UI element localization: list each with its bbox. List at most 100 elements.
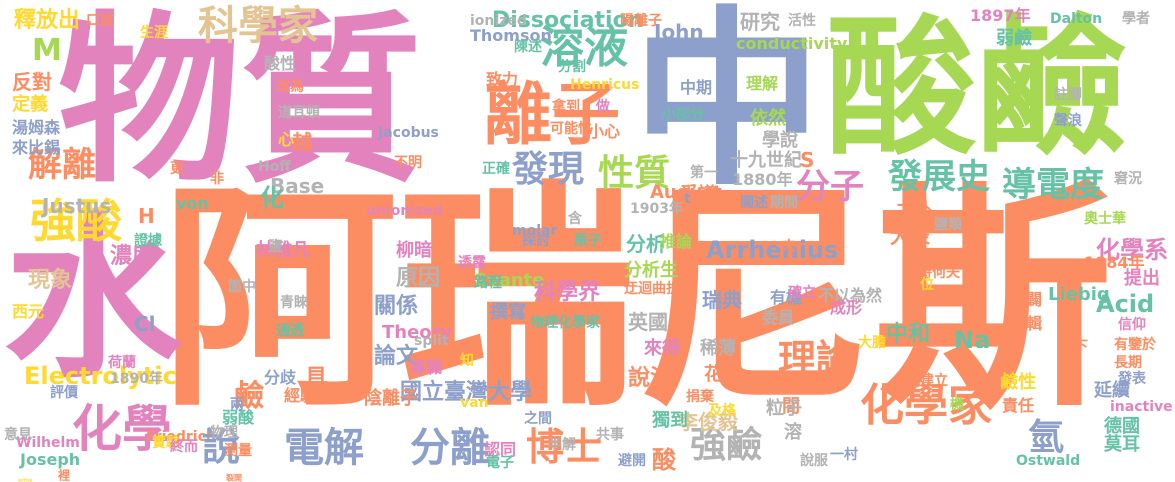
word-非: 非 — [210, 171, 224, 187]
word-有鑒於: 有鑒於 — [1114, 337, 1156, 353]
word-未: 未 — [782, 239, 796, 255]
word-德國: 德國 — [1104, 416, 1140, 437]
word-裂開: 裂開 — [226, 473, 243, 482]
word-稀薄: 稀薄 — [700, 338, 736, 359]
word-1880年: 1880年 — [732, 170, 793, 189]
word-svante: Svante — [474, 270, 545, 291]
word-獨到: 獨到 — [652, 410, 688, 431]
word-大膽: 大膽 — [858, 335, 886, 351]
word-弱酸: 弱酸 — [222, 408, 255, 427]
word-分割: 分割 — [558, 59, 586, 75]
word-註腳: 註腳 — [1054, 87, 1082, 103]
word-正確: 正確 — [482, 161, 510, 177]
word-定義: 定義 — [12, 94, 48, 115]
word-迂迴曲折: 迂迴曲折 — [624, 281, 680, 297]
word-解離: 解離 — [28, 145, 96, 185]
word-終而: 終而 — [170, 439, 198, 455]
word-說: 說 — [202, 425, 241, 469]
word-具: 具 — [304, 364, 328, 392]
word-提出: 提出 — [1124, 268, 1160, 289]
word-friedrich: Friedrich — [146, 429, 216, 445]
word-路程: 路程 — [474, 275, 502, 291]
word-西元: 西元 — [12, 302, 45, 321]
word-學者: 學者 — [1122, 11, 1150, 27]
word-含: 含 — [568, 211, 582, 227]
word-林雅凡: 林雅凡 — [256, 240, 310, 261]
word-conductivity: conductivity — [736, 34, 848, 53]
word-酸性: 酸性 — [264, 54, 297, 73]
word-justus: Justus — [42, 194, 112, 218]
word-更: 更 — [170, 161, 184, 177]
word-專職: 專職 — [410, 358, 443, 377]
word-及格: 及格 — [708, 403, 736, 419]
word-奧士華: 奧士華 — [1084, 211, 1126, 227]
word-位: 位 — [920, 277, 934, 293]
word-依然: 依然 — [750, 108, 786, 129]
word-化: 化 — [260, 184, 284, 212]
word-窘況: 窘況 — [1114, 171, 1142, 187]
word-李俊毅: 李俊毅 — [678, 410, 738, 434]
word-莫耳: 莫耳 — [1104, 434, 1140, 455]
word-瑞典: 瑞典 — [702, 288, 742, 312]
word-來得: 來得 — [644, 338, 680, 359]
word-化學系: 化學系 — [1096, 236, 1168, 264]
word-離子: 離子 — [484, 76, 621, 155]
word-氫: 氫 — [1028, 417, 1065, 458]
word-做: 做 — [596, 99, 610, 115]
word-arrhenius: Arrhenius — [706, 236, 839, 264]
word-弱鹼: 弱鹼 — [996, 28, 1032, 49]
word-博士: 博士 — [526, 425, 603, 469]
word-大表: 大表 — [890, 224, 930, 248]
word-反對: 反對 — [12, 70, 52, 94]
word-ostwald: Ostwald — [1016, 453, 1081, 469]
word-經驗: 經驗 — [284, 386, 317, 405]
word-箇中: 箇中 — [228, 279, 256, 295]
word-cl: Cl — [134, 312, 156, 336]
word-base: Base — [270, 174, 325, 198]
word-酸鹼: 酸鹼 — [826, 2, 1127, 176]
word-論文: 論文 — [374, 344, 419, 369]
word-研究: 研究 — [740, 10, 780, 34]
word-留下: 留下 — [1060, 339, 1088, 355]
word-長期: 長期 — [1114, 355, 1142, 371]
word-m: M — [32, 33, 62, 68]
word-凡特何夫: 凡特何夫 — [904, 265, 960, 281]
word-理論: 理論 — [778, 337, 855, 381]
word-化學: 化學 — [72, 400, 172, 458]
word-john: John — [654, 20, 704, 44]
word-henricus: Henricus — [570, 77, 640, 93]
word-1897年: 1897年 — [970, 6, 1031, 25]
word-theory: Theory — [382, 322, 453, 343]
word-拿到: 拿到 — [552, 99, 580, 115]
word-發展史: 發展史 — [888, 157, 990, 197]
word-分離: 分離 — [410, 425, 490, 471]
word-van: van — [460, 395, 489, 411]
word-不明: 不明 — [394, 155, 422, 171]
word-inactive: inactive — [1110, 399, 1173, 415]
word-阿瑞尼斯: 阿瑞尼斯 — [160, 162, 1112, 439]
word-委員: 委員 — [762, 308, 795, 327]
word-小心: 小心 — [588, 122, 621, 141]
word-1903年: 1903年 — [630, 201, 683, 217]
word-英國: 英國 — [628, 310, 668, 334]
word-兩: 兩 — [230, 397, 244, 413]
word-捐棄: 捐棄 — [686, 389, 714, 405]
word-物質: 物質 — [58, 0, 422, 207]
word-生涯: 生涯 — [140, 25, 168, 41]
word-粒子: 粒子 — [766, 398, 802, 419]
word-溶液: 溶液 — [540, 22, 628, 73]
word-確立: 確立 — [788, 285, 816, 301]
word-柳暗: 柳暗 — [396, 240, 432, 261]
word-不以為然: 不以為然 — [818, 286, 883, 305]
word-十九世紀: 十九世紀 — [730, 150, 802, 171]
word-august: August — [650, 182, 722, 203]
word-electrolytic: Electrolytic — [24, 362, 177, 390]
word-物理化學家: 物理化學家 — [530, 315, 600, 331]
word-之外: 之外 — [896, 200, 932, 221]
word-認同: 認同 — [484, 440, 517, 459]
word-湯姆森: 湯姆森 — [12, 118, 61, 137]
word-jacobus: Jacobus — [378, 125, 439, 141]
word-青睞: 青睞 — [280, 295, 308, 311]
word-強酸: 強酸 — [30, 194, 122, 248]
word-物理: 物理 — [210, 425, 238, 441]
